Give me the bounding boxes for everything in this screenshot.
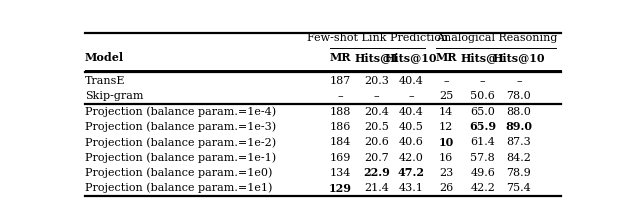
Text: 84.2: 84.2 [506, 152, 531, 163]
Text: 14: 14 [439, 107, 453, 117]
Text: 134: 134 [330, 168, 351, 178]
Text: 21.4: 21.4 [364, 183, 389, 193]
Text: 188: 188 [330, 107, 351, 117]
Text: 40.4: 40.4 [398, 76, 423, 86]
Text: 78.9: 78.9 [507, 168, 531, 178]
Text: MR: MR [330, 52, 351, 63]
Text: 40.6: 40.6 [398, 137, 423, 147]
Text: 187: 187 [330, 76, 351, 86]
Text: TransE: TransE [85, 76, 125, 86]
Text: 129: 129 [329, 183, 352, 194]
Text: 42.2: 42.2 [470, 183, 495, 193]
Text: 57.8: 57.8 [470, 152, 495, 163]
Text: 20.7: 20.7 [364, 152, 389, 163]
Text: Projection (balance param.=1e-4): Projection (balance param.=1e-4) [85, 106, 276, 117]
Text: 10: 10 [438, 137, 454, 148]
Text: Skip-gram: Skip-gram [85, 91, 143, 101]
Text: Few-shot Link Prediction: Few-shot Link Prediction [307, 33, 448, 44]
Text: Hits@10: Hits@10 [385, 52, 437, 63]
Text: 47.2: 47.2 [397, 167, 424, 178]
Text: 75.4: 75.4 [507, 183, 531, 193]
Text: Projection (balance param.=1e-2): Projection (balance param.=1e-2) [85, 137, 276, 147]
Text: 40.5: 40.5 [398, 122, 423, 132]
Text: 186: 186 [330, 122, 351, 132]
Text: –: – [374, 91, 380, 101]
Text: 42.0: 42.0 [398, 152, 423, 163]
Text: –: – [480, 76, 486, 86]
Text: 78.0: 78.0 [507, 91, 531, 101]
Text: Projection (balance param.=1e-1): Projection (balance param.=1e-1) [85, 152, 276, 163]
Text: 87.3: 87.3 [507, 137, 531, 147]
Text: 50.6: 50.6 [470, 91, 495, 101]
Text: 40.4: 40.4 [398, 107, 423, 117]
Text: Analogical Reasoning: Analogical Reasoning [436, 33, 557, 44]
Text: 20.5: 20.5 [364, 122, 389, 132]
Text: 23: 23 [439, 168, 453, 178]
Text: 65.0: 65.0 [470, 107, 495, 117]
Text: 184: 184 [330, 137, 351, 147]
Text: 20.4: 20.4 [364, 107, 389, 117]
Text: Model: Model [85, 52, 124, 63]
Text: Hits@10: Hits@10 [493, 52, 545, 63]
Text: 65.9: 65.9 [469, 121, 496, 132]
Text: 43.1: 43.1 [398, 183, 423, 193]
Text: Projection (balance param.=1e-3): Projection (balance param.=1e-3) [85, 122, 276, 132]
Text: 89.0: 89.0 [506, 121, 532, 132]
Text: MR: MR [435, 52, 457, 63]
Text: 22.9: 22.9 [363, 167, 390, 178]
Text: 26: 26 [439, 183, 453, 193]
Text: 169: 169 [330, 152, 351, 163]
Text: 49.6: 49.6 [470, 168, 495, 178]
Text: –: – [337, 91, 343, 101]
Text: Hits@1: Hits@1 [460, 52, 505, 63]
Text: 16: 16 [439, 152, 453, 163]
Text: Hits@1: Hits@1 [354, 52, 399, 63]
Text: 88.0: 88.0 [506, 107, 531, 117]
Text: 20.6: 20.6 [364, 137, 389, 147]
Text: –: – [444, 76, 449, 86]
Text: –: – [408, 91, 413, 101]
Text: Projection (balance param.=1e1): Projection (balance param.=1e1) [85, 183, 273, 193]
Text: 12: 12 [439, 122, 453, 132]
Text: 20.3: 20.3 [364, 76, 389, 86]
Text: 25: 25 [439, 91, 453, 101]
Text: Projection (balance param.=1e0): Projection (balance param.=1e0) [85, 168, 273, 178]
Text: –: – [516, 76, 522, 86]
Text: 61.4: 61.4 [470, 137, 495, 147]
